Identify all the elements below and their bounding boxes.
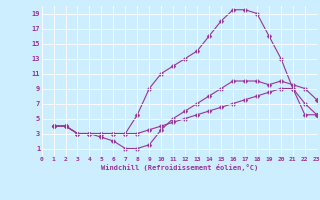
X-axis label: Windchill (Refroidissement éolien,°C): Windchill (Refroidissement éolien,°C) [100,164,258,171]
